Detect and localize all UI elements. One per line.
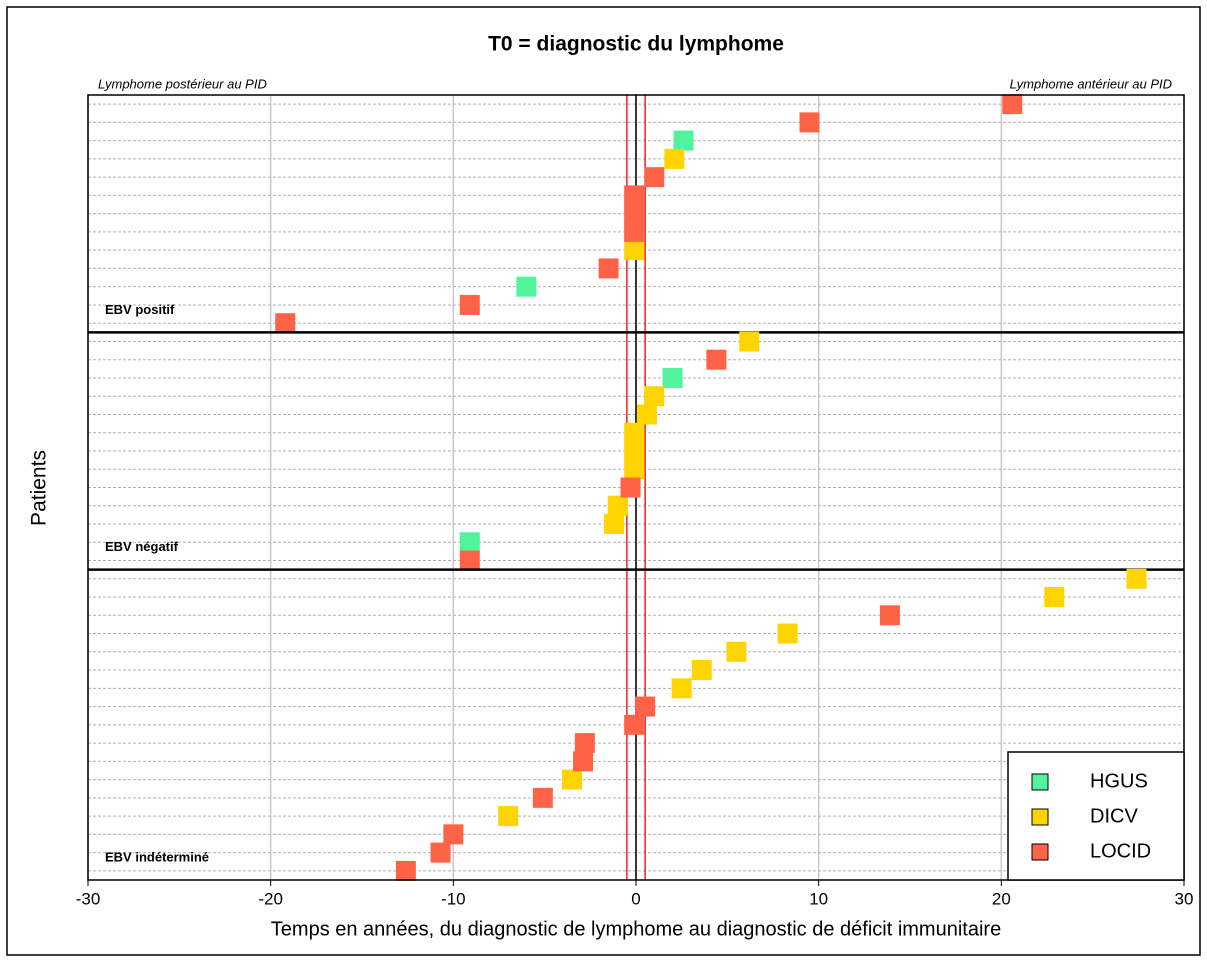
- marker: [459, 532, 480, 553]
- marker: [532, 787, 553, 808]
- marker: [636, 404, 657, 425]
- marker: [635, 696, 656, 717]
- marker: [516, 276, 537, 297]
- marker: [275, 313, 296, 334]
- marker: [620, 477, 641, 498]
- marker: [879, 605, 900, 626]
- marker: [624, 221, 645, 242]
- annotation: Lymphome postérieur au PID: [98, 76, 267, 91]
- x-tick-label: 20: [992, 889, 1011, 908]
- marker: [691, 660, 712, 681]
- annotation: Lymphome antérieur au PID: [1010, 76, 1172, 91]
- marker: [624, 422, 645, 443]
- marker: [644, 167, 665, 188]
- marker: [726, 641, 747, 662]
- marker: [624, 185, 645, 206]
- group-label: EBV positif: [105, 302, 175, 317]
- marker: [777, 623, 798, 644]
- marker: [624, 240, 645, 261]
- marker: [671, 678, 692, 699]
- marker: [644, 386, 665, 407]
- marker: [574, 733, 595, 754]
- marker: [459, 294, 480, 315]
- marker: [624, 714, 645, 735]
- legend-label: DICV: [1090, 805, 1138, 827]
- marker: [1044, 587, 1065, 608]
- plot-frame: [87, 94, 1185, 881]
- marker: [562, 769, 583, 790]
- marker: [443, 824, 464, 845]
- marker: [799, 112, 820, 133]
- marker: [604, 514, 625, 535]
- marker: [1002, 94, 1023, 115]
- legend-swatch: [1031, 843, 1049, 861]
- legend-swatch: [1031, 808, 1049, 826]
- chart-title: T0 = diagnostic du lymphome: [488, 33, 784, 56]
- legend-label: HGUS: [1090, 770, 1148, 792]
- marker: [624, 440, 645, 461]
- marker: [624, 459, 645, 480]
- x-tick-label: -20: [258, 889, 283, 908]
- marker: [624, 203, 645, 224]
- marker: [395, 860, 416, 881]
- marker: [739, 331, 760, 352]
- marker: [573, 751, 594, 772]
- marker: [430, 842, 451, 863]
- legend-label: LOCID: [1090, 840, 1151, 862]
- group-label: EBV négatif: [105, 539, 179, 554]
- marker: [459, 550, 480, 571]
- x-axis-label: Temps en années, du diagnostic de lympho…: [271, 918, 1001, 940]
- x-tick-label: -30: [76, 889, 101, 908]
- marker: [1126, 568, 1147, 589]
- marker: [664, 148, 685, 169]
- y-axis-label: Patients: [28, 450, 51, 526]
- marker: [662, 367, 683, 388]
- marker: [607, 495, 628, 516]
- marker: [673, 130, 694, 151]
- x-tick-label: 10: [809, 889, 828, 908]
- x-tick-label: -10: [441, 889, 466, 908]
- marker: [706, 349, 727, 370]
- legend-swatch: [1031, 773, 1049, 791]
- marker: [598, 258, 619, 279]
- x-tick-label: 30: [1175, 889, 1194, 908]
- group-label: EBV indéterminé: [105, 850, 209, 865]
- marker: [498, 806, 519, 827]
- x-tick-label: 0: [631, 889, 640, 908]
